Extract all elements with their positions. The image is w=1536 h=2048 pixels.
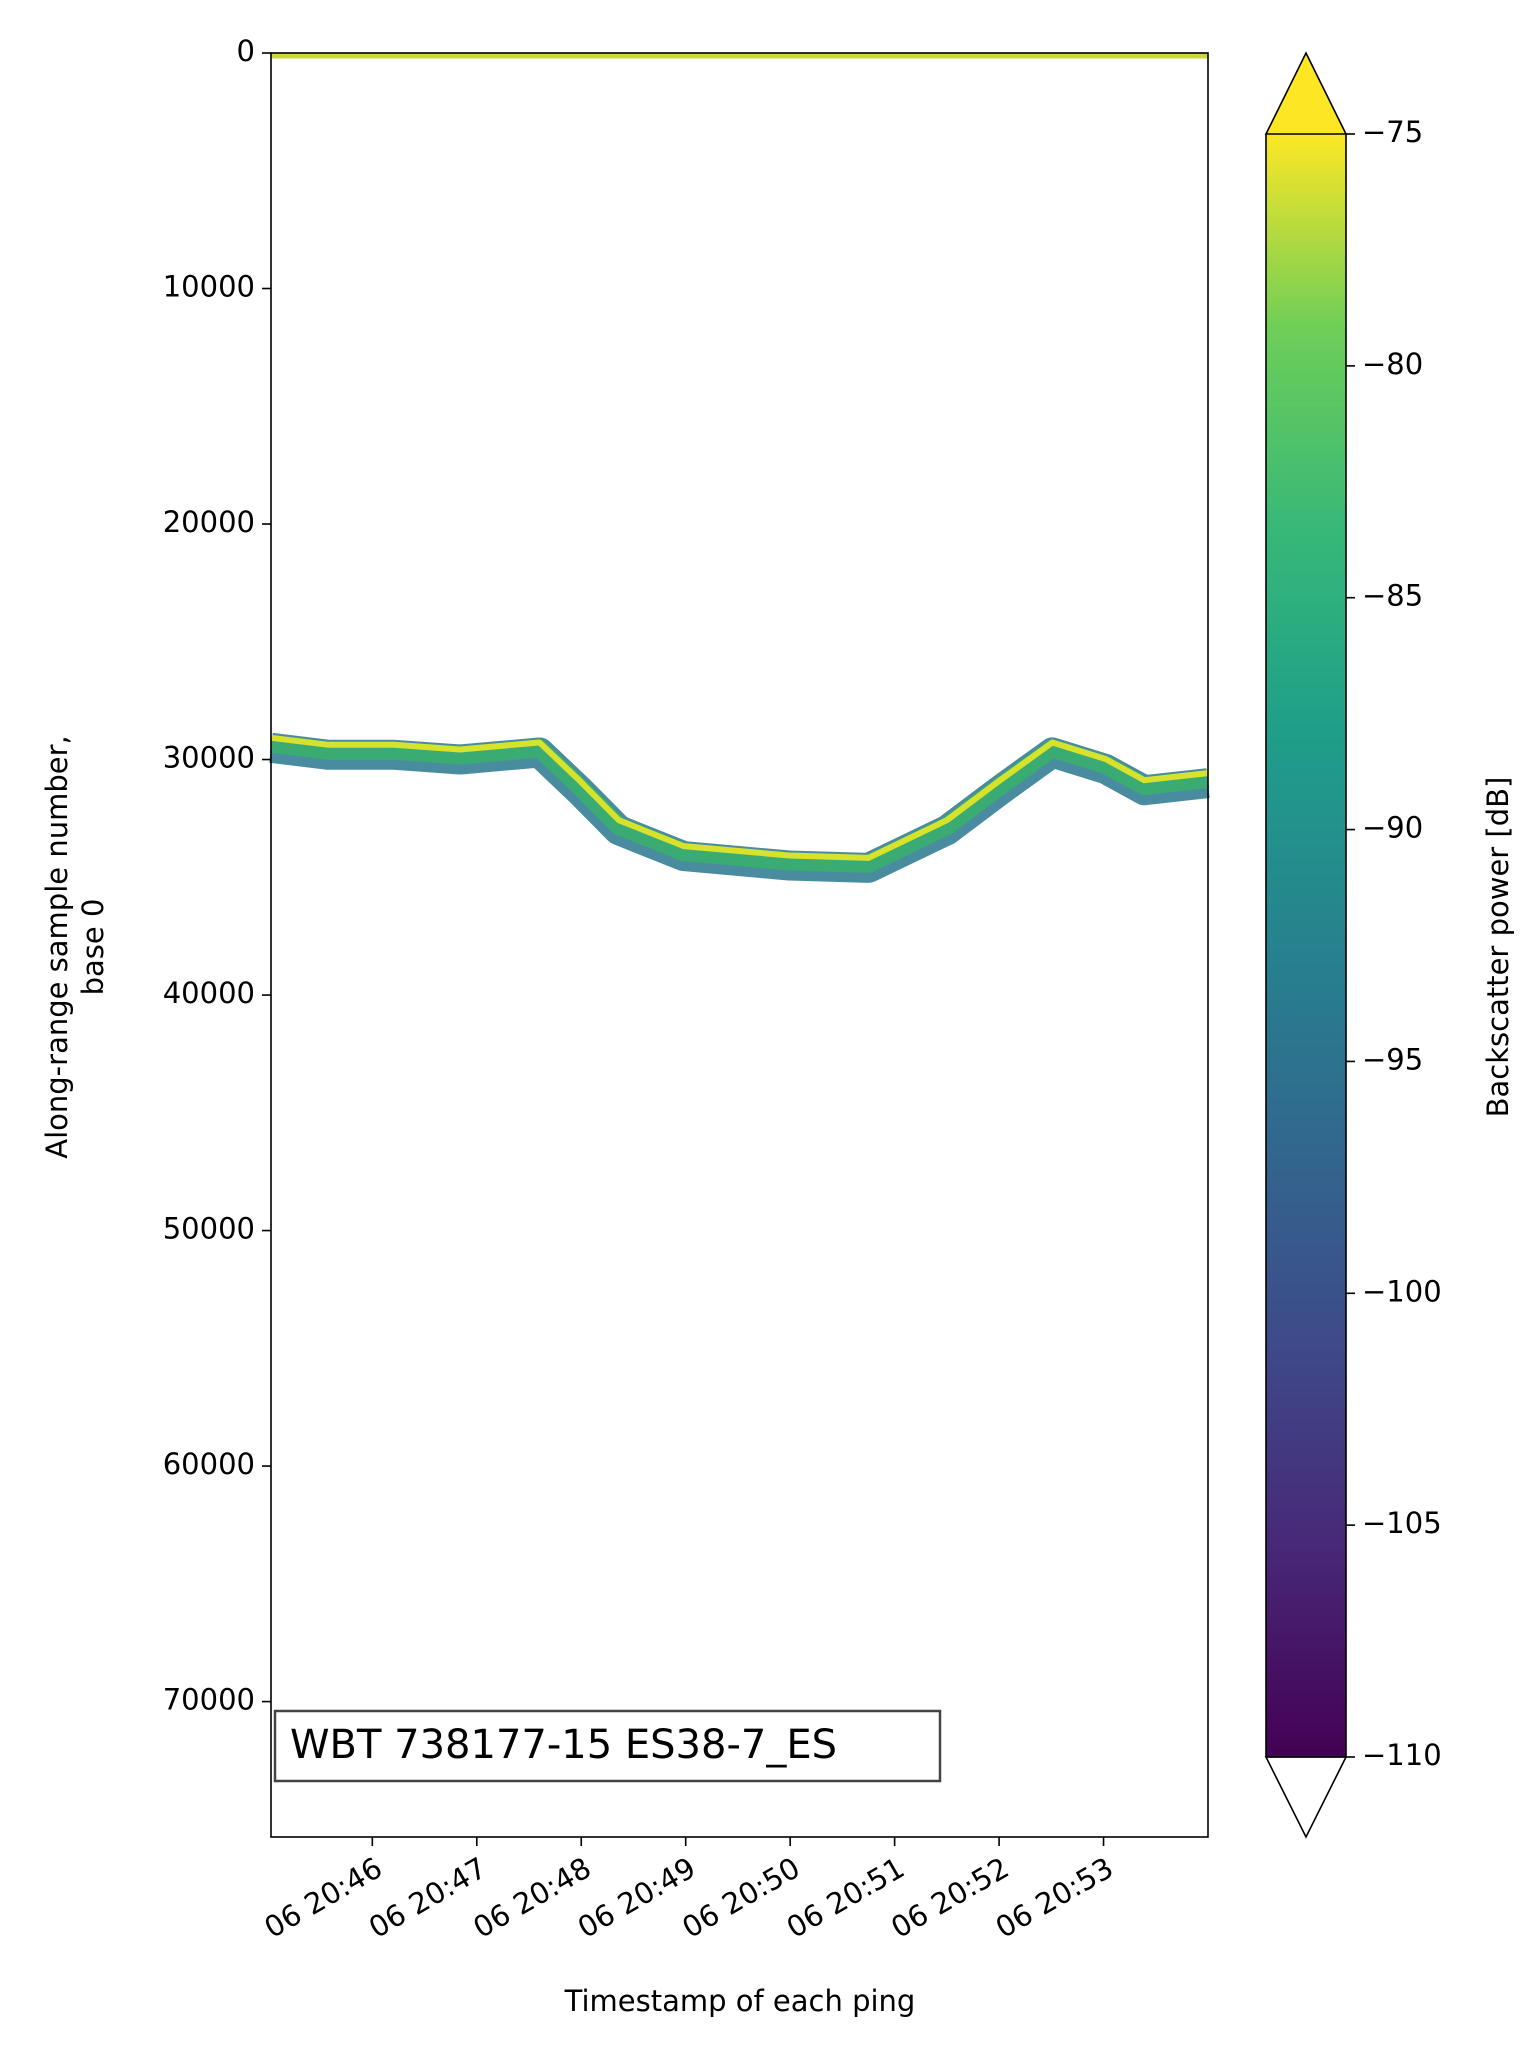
annotation: WBT 738177-15 ES38-7_ES bbox=[290, 1722, 837, 1768]
x-tick-label: 06 20:52 bbox=[885, 1851, 1014, 1945]
y-tick-label: 30000 bbox=[163, 741, 255, 775]
colorbar bbox=[1266, 134, 1346, 1757]
x-tick-label: 06 20:48 bbox=[467, 1851, 596, 1945]
bottom-echo-peak bbox=[270, 734, 1209, 861]
colorbar-frame bbox=[1265, 134, 1347, 1758]
x-axis-label: Timestamp of each ping bbox=[564, 1984, 916, 2018]
y-tick-label: 50000 bbox=[163, 1212, 255, 1246]
colorbar-extend-max bbox=[1264, 51, 1348, 135]
y-tick-label: 0 bbox=[237, 34, 255, 68]
bottom-echo-core bbox=[269, 734, 1209, 873]
colorbar-tick-label: −75 bbox=[1362, 115, 1423, 149]
colorbar-tick-label: −100 bbox=[1362, 1274, 1442, 1308]
x-tick-label: 06 20:49 bbox=[572, 1851, 701, 1945]
y-tick-label: 60000 bbox=[163, 1447, 255, 1481]
colorbar-tick-label: −110 bbox=[1362, 1738, 1442, 1772]
x-tick-label: 06 20:46 bbox=[258, 1851, 387, 1945]
colorbar-tick-label: −105 bbox=[1362, 1506, 1442, 1540]
colorbar-tick-label: −80 bbox=[1362, 347, 1423, 381]
y-tick-label: 10000 bbox=[163, 270, 255, 304]
y-axis-label: Along-range sample number, bbox=[40, 735, 74, 1159]
colorbar-tick-label: −95 bbox=[1362, 1042, 1423, 1076]
y-axis-label: base 0 bbox=[76, 899, 110, 996]
x-tick-label: 06 20:50 bbox=[676, 1851, 805, 1945]
y-tick-label: 20000 bbox=[163, 505, 255, 539]
colorbar-tick-label: −85 bbox=[1362, 579, 1423, 613]
colorbar-label: Backscatter power [dB] bbox=[1481, 777, 1515, 1118]
y-tick-label: 40000 bbox=[163, 976, 255, 1010]
x-tick-label: 06 20:51 bbox=[781, 1851, 910, 1945]
x-tick-label: 06 20:47 bbox=[363, 1851, 492, 1945]
x-tick-label: 06 20:53 bbox=[990, 1851, 1119, 1945]
plot-frame bbox=[270, 52, 1209, 1838]
plot-area bbox=[271, 53, 1208, 1837]
colorbar-tick-label: −90 bbox=[1362, 811, 1423, 845]
colorbar-extend-min bbox=[1264, 1756, 1348, 1839]
annotation-box bbox=[273, 1709, 942, 1783]
y-tick-label: 70000 bbox=[163, 1683, 255, 1717]
